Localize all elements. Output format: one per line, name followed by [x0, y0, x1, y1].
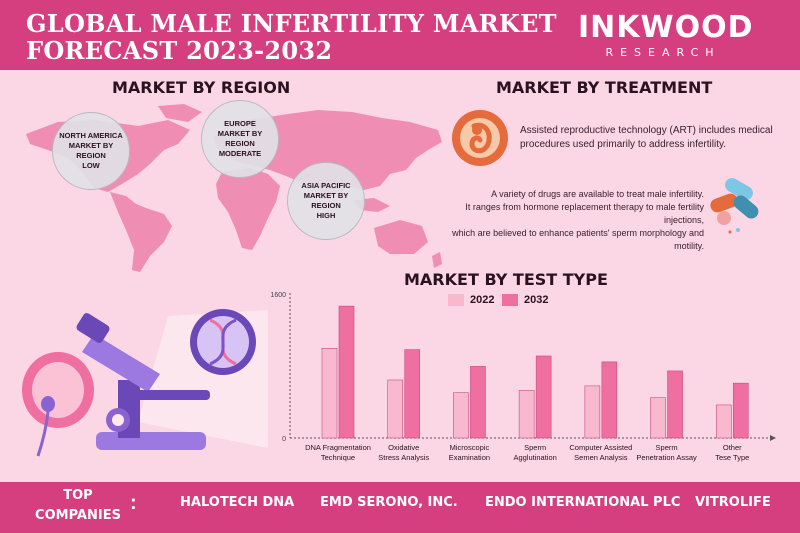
page-title: GLOBAL MALE INFERTILITY MARKET FORECAST … — [26, 10, 557, 64]
bubble-subtitle: MARKET BY REGION — [217, 129, 263, 148]
bubble-level: MODERATE — [218, 149, 262, 158]
bubble-level: HIGH — [316, 211, 336, 220]
bar-2022 — [715, 404, 732, 439]
bar-2032 — [404, 349, 421, 439]
x-tick-label: Examination — [449, 453, 490, 462]
bar-2022 — [650, 397, 666, 439]
x-tick-label: Other — [723, 443, 742, 452]
x-tick-label: Sperm — [656, 443, 678, 452]
title-line-2: FORECAST 2023-2032 — [26, 36, 333, 65]
art-line-1: Assisted reproductive technology (ART) i… — [520, 125, 773, 136]
asia-pacific-bubble: ASIA PACIFIC MARKET BY REGION HIGH — [287, 162, 365, 240]
x-axis-arrow — [770, 435, 776, 441]
bar-2022 — [321, 347, 338, 439]
logo-main: INKWOOD — [578, 10, 754, 45]
company-endo: ENDO INTERNATIONAL PLC — [485, 495, 681, 510]
title-line-1: GLOBAL MALE INFERTILITY MARKET — [26, 9, 557, 38]
bubble-subtitle: MARKET BY REGION — [68, 141, 114, 160]
bar-2032 — [338, 305, 355, 439]
y-tick-label: 0 — [282, 436, 286, 443]
x-tick-label: Microscopic — [450, 443, 490, 452]
bar-2032 — [601, 361, 618, 439]
x-tick-label: Penetration Assay — [636, 453, 697, 462]
drug-line-1: A variety of drugs are available to trea… — [491, 189, 704, 199]
footer-banner — [0, 482, 800, 533]
drug-line-2: It ranges from hormone replacement thera… — [465, 202, 704, 225]
art-line-2: procedures used primarily to address inf… — [520, 139, 727, 150]
legend-swatch-2022 — [448, 294, 464, 306]
bubble-region-name: EUROPE — [224, 119, 256, 128]
bar-2032 — [732, 382, 749, 439]
y-tick-label: 1600 — [270, 292, 286, 299]
microscope-illustration — [22, 309, 268, 457]
legend-label-2032: 2032 — [524, 294, 549, 306]
bar-2032 — [535, 355, 552, 439]
company-emd-serono: EMD SERONO, INC. — [320, 495, 458, 510]
bar-2022 — [518, 390, 535, 439]
x-tick-label: Oxidative — [388, 443, 419, 452]
x-tick-label: Sperm — [524, 443, 546, 452]
top-companies-label: TOP COMPANIES — [22, 486, 134, 526]
bubble-subtitle: MARKET BY REGION — [303, 191, 349, 210]
drug-description: A variety of drugs are available to trea… — [430, 188, 704, 253]
top-label-line-2: COMPANIES — [35, 508, 121, 523]
bar-2022 — [387, 379, 404, 439]
x-tick-label: Technique — [321, 453, 355, 462]
treatment-section-title: MARKET BY TREATMENT — [496, 78, 713, 97]
bubble-region-name: ASIA PACIFIC — [301, 181, 351, 190]
bar-2032 — [470, 366, 486, 439]
north-america-bubble: NORTH AMERICA MARKET BY REGION LOW — [52, 112, 130, 190]
chart-title: MARKET BY TEST TYPE — [404, 270, 608, 289]
region-section-title: MARKET BY REGION — [112, 78, 291, 97]
bubble-region-name: NORTH AMERICA — [59, 131, 123, 140]
x-tick-label: Tese Type — [715, 453, 749, 462]
legend-label-2022: 2022 — [470, 294, 495, 306]
x-tick-label: Stress Analysis — [378, 453, 429, 462]
footer-colon: : — [130, 492, 137, 514]
bar-2022 — [584, 385, 601, 439]
bar-2022 — [453, 392, 469, 439]
fetus-icon — [452, 110, 508, 166]
x-tick-label: Semen Analysis — [574, 453, 628, 462]
company-vitrolife: VITROLIFE — [695, 495, 771, 510]
pills-icon — [710, 178, 759, 234]
inkwood-logo: INKWOOD RESEARCH — [578, 10, 754, 60]
logo-sub: RESEARCH — [605, 46, 721, 59]
x-tick-label: DNA Fragmentation — [305, 443, 371, 452]
bubble-level: LOW — [82, 161, 100, 170]
company-halotech: HALOTECH DNA — [180, 495, 295, 510]
top-label-line-1: TOP — [63, 488, 93, 503]
drug-line-3: which are believed to enhance patients' … — [452, 228, 704, 251]
header-banner: GLOBAL MALE INFERTILITY MARKET FORECAST … — [0, 0, 800, 70]
legend-swatch-2032 — [502, 294, 518, 306]
art-description: Assisted reproductive technology (ART) i… — [520, 124, 773, 152]
x-tick-label: Computer Assisted — [569, 443, 632, 452]
x-tick-label: Agglutination — [513, 453, 556, 462]
bar-2032 — [667, 370, 683, 439]
europe-bubble: EUROPE MARKET BY REGION MODERATE — [201, 100, 279, 178]
